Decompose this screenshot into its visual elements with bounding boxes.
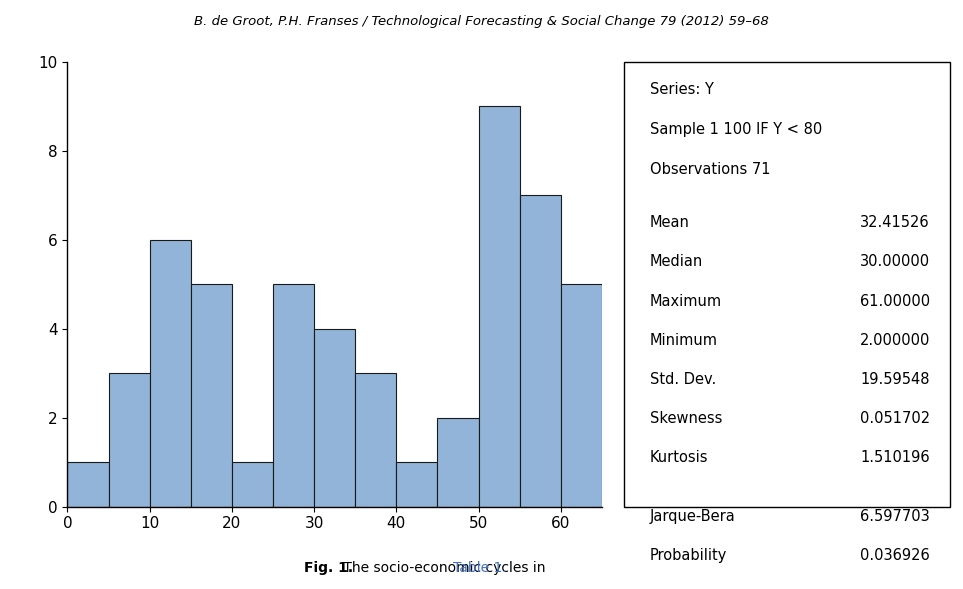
Text: The socio-economic cycles in: The socio-economic cycles in <box>339 561 550 575</box>
Text: 6.597703: 6.597703 <box>860 509 930 524</box>
Text: Series: Y: Series: Y <box>650 82 714 97</box>
Text: Kurtosis: Kurtosis <box>650 450 709 465</box>
Bar <box>314 329 355 507</box>
Bar <box>273 284 314 507</box>
Bar <box>355 373 397 507</box>
Text: 2.000000: 2.000000 <box>860 333 930 348</box>
Bar <box>191 284 232 507</box>
Text: Minimum: Minimum <box>650 333 718 348</box>
Text: 30.00000: 30.00000 <box>860 254 930 269</box>
Text: Observations 71: Observations 71 <box>650 162 770 177</box>
Bar <box>437 418 479 507</box>
Bar <box>520 196 560 507</box>
Bar <box>109 373 149 507</box>
Text: Mean: Mean <box>650 215 690 230</box>
Text: Jarque-Bera: Jarque-Bera <box>650 509 736 524</box>
Text: Maximum: Maximum <box>650 293 722 309</box>
Bar <box>149 240 191 507</box>
Text: B. de Groot, P.H. Franses / Technological Forecasting & Social Change 79 (2012) : B. de Groot, P.H. Franses / Technologica… <box>195 15 768 28</box>
Text: Std. Dev.: Std. Dev. <box>650 372 716 387</box>
Bar <box>397 462 437 507</box>
Bar <box>232 462 273 507</box>
Text: 61.00000: 61.00000 <box>860 293 930 309</box>
Text: 32.41526: 32.41526 <box>860 215 930 230</box>
Text: Skewness: Skewness <box>650 411 722 426</box>
Text: 1.510196: 1.510196 <box>860 450 930 465</box>
Text: 0.051702: 0.051702 <box>860 411 930 426</box>
Text: Table 1.: Table 1. <box>453 561 507 575</box>
Text: Probability: Probability <box>650 548 727 563</box>
Bar <box>67 462 109 507</box>
Text: 19.59548: 19.59548 <box>861 372 930 387</box>
Text: Median: Median <box>650 254 703 269</box>
Bar <box>479 107 520 507</box>
Bar <box>560 284 602 507</box>
Text: Fig. 1.: Fig. 1. <box>304 561 353 575</box>
Text: 0.036926: 0.036926 <box>860 548 930 563</box>
Text: Sample 1 100 IF Y < 80: Sample 1 100 IF Y < 80 <box>650 122 822 137</box>
